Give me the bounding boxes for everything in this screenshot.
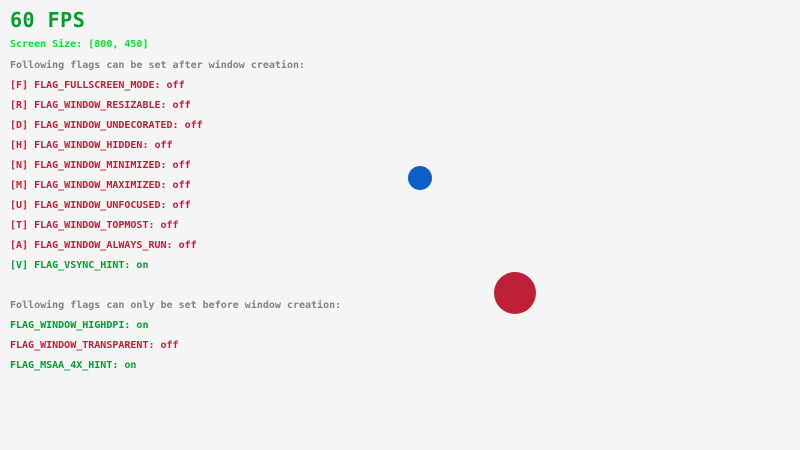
flag-list-before-creation: FLAG_WINDOW_HIGHDPI: on FLAG_WINDOW_TRANS… xyxy=(10,320,341,380)
flag-status-line: [T] FLAG_WINDOW_TOPMOST: off xyxy=(10,220,179,231)
flag-status-line: [V] FLAG_VSYNC_HINT: on xyxy=(10,260,149,271)
flag-status-line: [A] FLAG_WINDOW_ALWAYS_RUN: off xyxy=(10,240,197,251)
fps-counter: 60 FPS xyxy=(10,8,86,32)
flag-status-line: [U] FLAG_WINDOW_UNFOCUSED: off xyxy=(10,200,191,211)
section-header-before-creation: Following flags can only be set before w… xyxy=(10,300,342,311)
flag-status-line: [N] FLAG_WINDOW_MINIMIZED: off xyxy=(10,160,191,171)
flag-status-line: FLAG_MSAA_4X_HINT: on xyxy=(10,360,137,371)
flag-status-line: FLAG_WINDOW_TRANSPARENT: off xyxy=(10,340,179,351)
flag-list-after-creation: [F] FLAG_FULLSCREEN_MODE: off [R] FLAG_WI… xyxy=(10,80,305,280)
flag-status-line: [D] FLAG_WINDOW_UNDECORATED: off xyxy=(10,120,203,131)
blue-ball xyxy=(408,166,432,190)
flag-status-line: FLAG_WINDOW_HIGHDPI: on xyxy=(10,320,149,331)
section-header-after-creation: Following flags can be set after window … xyxy=(10,60,306,71)
flag-status-line: [R] FLAG_WINDOW_RESIZABLE: off xyxy=(10,100,191,111)
flag-status-line: [M] FLAG_WINDOW_MAXIMIZED: off xyxy=(10,180,191,191)
flags-after-creation-section: Following flags can be set after window … xyxy=(10,60,305,280)
flag-status-line: [F] FLAG_FULLSCREEN_MODE: off xyxy=(10,80,185,91)
screen-size-label: Screen Size: [800, 450] xyxy=(10,39,149,50)
flags-before-creation-section: Following flags can only be set before w… xyxy=(10,300,341,380)
red-ball xyxy=(494,272,536,314)
flag-status-line: [H] FLAG_WINDOW_HIDDEN: off xyxy=(10,140,173,151)
